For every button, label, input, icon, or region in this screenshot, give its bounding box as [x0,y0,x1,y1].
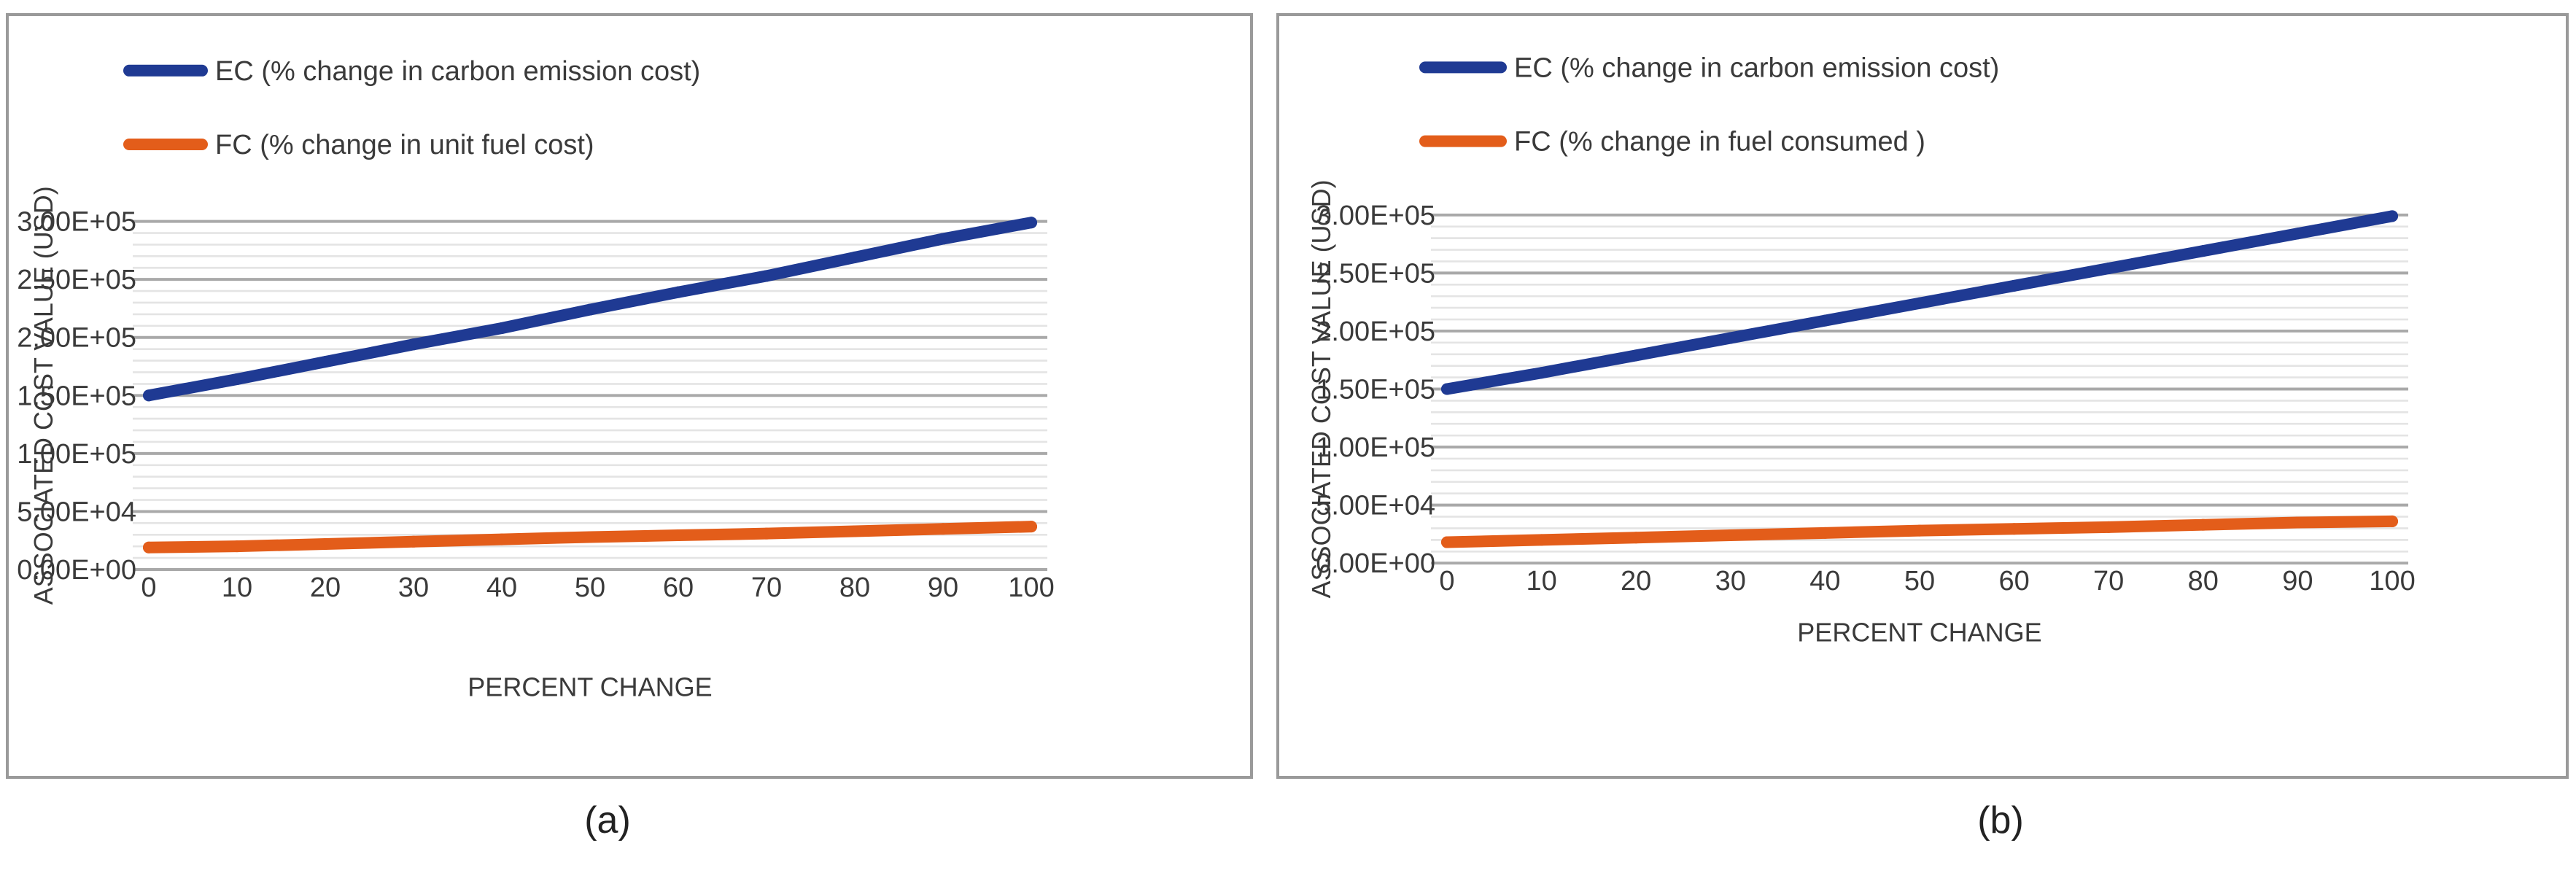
x-tick-label: 50 [1904,566,1935,597]
x-tick-label: 20 [310,572,341,603]
x-tick-label: 70 [2093,566,2124,597]
data-point-ec [1724,332,1737,344]
x-tick-label: 50 [575,572,605,603]
chart-text-group: 0.00E+00 5.00E+04 1.00E+05 1.50E+05 2.00E+05… [17,56,1054,702]
data-point-ec [849,251,861,263]
chart-scale-group [1431,213,2408,565]
x-tick-label: 60 [663,572,694,603]
x-tick-label: 80 [839,572,870,603]
x-tick-label: 30 [1715,566,1746,597]
data-point-fc [143,541,155,553]
x-tick-label: 90 [928,572,958,603]
y-axis-label: ASSOCIATED COST VALUE (USD) [28,186,58,605]
x-tick-label: 100 [1008,572,1054,603]
x-tick-label: 90 [2282,566,2313,597]
y-tick-label: 2.50E+05 [1316,258,1435,289]
y-tick-label: 1.50E+05 [17,381,136,411]
legend-label-ec: EC (% change in carbon emission cost) [215,56,700,87]
y-tick-label: 2.00E+05 [1316,316,1435,347]
data-point-ec [761,270,772,282]
y-tick-label: 1.50E+05 [1316,375,1435,405]
data-point-ec [2292,228,2304,240]
data-point-ec [408,338,419,351]
y-tick-label: 2.00E+05 [17,323,136,354]
data-point-fc [319,537,331,550]
data-point-fc [2008,523,2020,535]
caption-b: (b) [1977,799,2024,842]
chart-text-group: 0.00E+00 5.00E+04 1.00E+05 1.50E+05 2.00E+05… [1306,53,2416,647]
data-point-ec [1441,383,1453,395]
data-point-fc [1914,524,1925,537]
chart-scale-group [133,219,1047,571]
x-tick-label: 10 [222,572,252,603]
data-point-fc [849,525,861,537]
data-point-ec [231,373,243,386]
x-tick-label: 70 [751,572,782,603]
x-tick-label: 40 [486,572,517,603]
chart-panel-b: 0.00E+00 5.00E+04 1.00E+05 1.50E+05 2.00E+05… [1276,13,2569,779]
x-tick-label: 60 [1998,566,2029,597]
x-tick-label: 0 [141,572,156,603]
x-tick-label: 20 [1621,566,1651,597]
chart-b-svg: 0.00E+00 5.00E+04 1.00E+05 1.50E+05 2.00E+05… [1306,53,2416,647]
data-point-fc [1025,521,1037,533]
data-point-fc [231,540,243,553]
x-tick-label: 30 [398,572,429,603]
legend-label-fc: FC (% change in unit fuel cost) [215,130,594,160]
data-point-ec [584,303,596,316]
data-point-fc [1535,534,1548,546]
data-point-ec [2197,245,2209,257]
data-point-ec [2008,279,2020,292]
y-tick-label: 5.00E+04 [17,497,136,527]
data-point-ec [1819,314,1831,327]
y-tick-label: 0.00E+00 [1316,548,1435,579]
data-point-fc [1819,527,1831,539]
data-point-ec [1630,349,1642,362]
chart-a-svg: 0.00E+00 5.00E+04 1.00E+05 1.50E+05 2.00E+05… [17,56,1054,702]
legend-label-ec: EC (% change in carbon emission cost) [1514,53,1999,83]
data-point-fc [1630,532,1642,544]
data-point-fc [1441,536,1453,548]
chart-panel-a: 0.00E+00 5.00E+04 1.00E+05 1.50E+05 2.00E+05… [6,13,1253,779]
data-point-ec [1914,297,1925,309]
y-tick-label: 0.00E+00 [17,555,136,586]
data-point-ec [319,356,331,368]
x-tick-label: 0 [1439,566,1454,597]
data-point-fc [761,527,772,540]
data-point-fc [2292,516,2304,529]
data-point-ec [1535,367,1548,379]
data-point-ec [143,389,155,402]
x-tick-label: 10 [1526,566,1556,597]
legend-label-fc: FC (% change in fuel consumed ) [1514,127,1925,158]
data-point-fc [408,535,419,548]
data-point-fc [2197,518,2209,531]
data-point-fc [937,523,949,535]
data-point-fc [672,529,684,542]
data-point-ec [672,286,684,298]
y-tick-label: 3.00E+05 [17,207,136,238]
y-tick-label: 3.00E+05 [1316,201,1435,231]
caption-a: (a) [584,799,631,842]
data-point-fc [2103,521,2115,533]
data-point-fc [496,533,508,545]
y-tick-label: 2.50E+05 [17,265,136,295]
data-point-ec [2386,210,2398,222]
data-point-ec [937,233,949,245]
data-point-fc [584,531,596,543]
x-axis-label: PERCENT CHANGE [468,672,712,702]
x-axis-label: PERCENT CHANGE [1797,618,2041,648]
y-tick-label: 1.00E+05 [17,439,136,470]
data-point-ec [2103,263,2115,275]
data-point-fc [1724,529,1737,542]
data-point-ec [1025,217,1037,229]
data-point-fc [2386,515,2398,527]
x-tick-label: 80 [2188,566,2219,597]
y-tick-label: 5.00E+04 [1316,491,1435,521]
y-tick-label: 1.00E+05 [1316,432,1435,463]
x-tick-label: 100 [2369,566,2415,597]
y-axis-label: ASSOCIATED COST VALUE (USD) [1306,179,1336,598]
x-tick-label: 40 [1809,566,1840,597]
data-point-ec [496,322,508,335]
